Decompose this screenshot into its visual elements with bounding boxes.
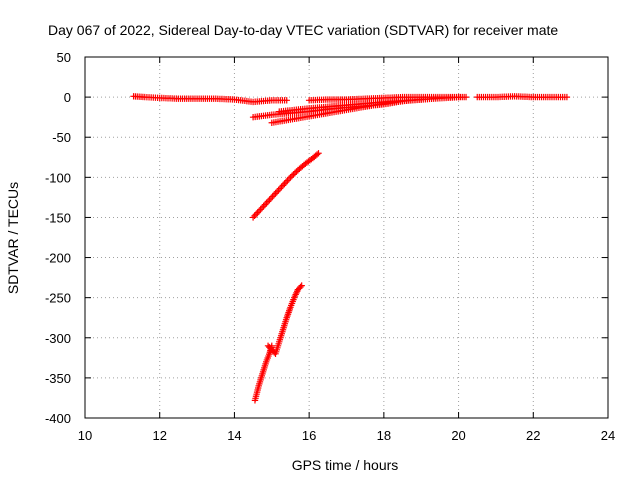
data-point	[266, 196, 273, 203]
y-tick-label: -50	[52, 130, 71, 145]
x-tick-label: 10	[78, 428, 92, 443]
data-point	[276, 185, 284, 192]
data-point	[285, 175, 293, 183]
data-point	[255, 207, 263, 215]
data-point	[252, 211, 260, 218]
data-point	[284, 177, 291, 184]
data-point	[261, 201, 269, 208]
data-point	[283, 97, 290, 104]
data-point	[298, 282, 305, 289]
y-tick-label: -250	[45, 291, 71, 306]
y-axis-label: SDTVAR / TECUs	[5, 182, 21, 294]
series-arc-descending-c	[276, 93, 462, 115]
data-point	[267, 194, 275, 202]
data-point	[260, 203, 267, 210]
y-tick-label: -150	[45, 210, 71, 225]
data-point	[264, 198, 272, 205]
data-point	[281, 180, 288, 187]
data-point	[279, 182, 287, 189]
x-tick-label: 18	[377, 428, 391, 443]
y-tick-label: -300	[45, 331, 71, 346]
chart-title: Day 067 of 2022, Sidereal Day-to-day VTE…	[48, 22, 558, 38]
data-point	[455, 93, 462, 101]
series-arc-near-zero-3	[474, 93, 571, 101]
data-point	[254, 209, 261, 216]
data-point	[257, 206, 264, 213]
x-tick-label: 16	[302, 428, 316, 443]
x-tick-label: 14	[227, 428, 241, 443]
data-point	[563, 93, 571, 101]
y-tick-label: 50	[57, 50, 71, 65]
data-point	[272, 190, 279, 197]
data-point	[270, 191, 278, 199]
data-point	[251, 212, 258, 220]
data-point	[282, 178, 290, 186]
data-point	[291, 169, 299, 177]
data-point	[258, 204, 266, 212]
data-point	[288, 172, 296, 180]
data-point	[313, 151, 321, 158]
data-point	[297, 283, 304, 291]
data-point	[263, 199, 270, 207]
plot-frame	[84, 56, 609, 419]
data-point	[269, 193, 276, 200]
y-tick-label: -350	[45, 371, 71, 386]
data-point	[287, 174, 294, 181]
series-arc-mid	[249, 150, 322, 221]
data-point	[278, 183, 285, 191]
y-tick-label: 0	[64, 90, 71, 105]
data-points	[130, 93, 571, 404]
y-tick-label: -400	[45, 411, 71, 426]
data-point	[290, 171, 297, 178]
x-tick-label: 22	[526, 428, 540, 443]
data-point	[462, 93, 470, 101]
axis-ticks: 10 12 14 16 18 20 22 24 50 0 -50 -100 -150 -200 -250 -3…	[45, 50, 615, 443]
data-point	[315, 150, 322, 157]
x-tick-label: 24	[601, 428, 615, 443]
y-tick-label: -200	[45, 251, 71, 266]
data-point	[275, 186, 282, 194]
data-point	[273, 188, 281, 195]
x-axis-label: GPS time / hours	[292, 457, 399, 473]
series-arc-deep-b	[264, 282, 305, 358]
x-tick-label: 12	[152, 428, 166, 443]
y-tick-label: -100	[45, 170, 71, 185]
data-point	[249, 214, 257, 221]
series-arc-near-zero-1	[130, 93, 290, 106]
x-tick-label: 20	[451, 428, 465, 443]
